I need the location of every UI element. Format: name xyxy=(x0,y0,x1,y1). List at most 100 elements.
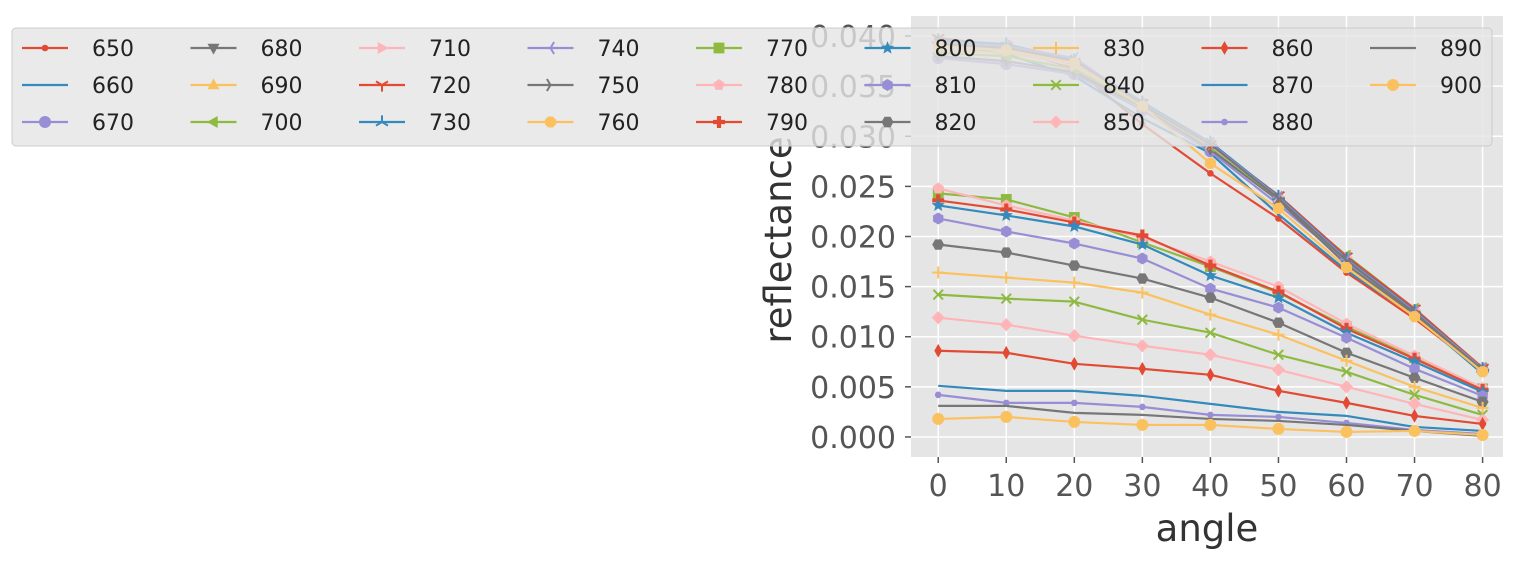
legend-label: 760 xyxy=(598,111,640,136)
legend-entry: 780 xyxy=(696,74,808,99)
legend-entry: 900 xyxy=(1370,74,1482,99)
data-point xyxy=(1000,410,1013,423)
data-point xyxy=(1408,424,1421,437)
data-point xyxy=(1272,317,1285,328)
data-point xyxy=(207,78,220,90)
y-axis-label: reflectance xyxy=(757,136,800,343)
data-point xyxy=(934,391,942,399)
data-point xyxy=(1049,115,1063,129)
legend-label: 680 xyxy=(261,37,303,62)
data-point xyxy=(1277,213,1280,216)
series-840 xyxy=(932,289,1489,421)
legend-label: 700 xyxy=(261,111,303,136)
data-point xyxy=(1408,372,1421,384)
data-point xyxy=(1068,415,1081,428)
data-point xyxy=(999,208,1013,222)
legend-entry: 730 xyxy=(359,111,471,136)
data-point xyxy=(933,212,944,225)
data-point xyxy=(1272,349,1284,361)
data-point xyxy=(1273,301,1284,314)
data-point xyxy=(1341,331,1352,344)
data-point xyxy=(546,84,552,92)
series-830 xyxy=(932,266,1489,414)
series-line xyxy=(938,404,1483,438)
legend-label: 860 xyxy=(1272,37,1314,62)
data-point xyxy=(1070,356,1079,371)
x-tick-label: 20 xyxy=(1055,469,1093,504)
legend-entry: 840 xyxy=(1033,74,1145,99)
legend-label: 770 xyxy=(766,37,808,62)
legend-label: 660 xyxy=(92,74,134,99)
legend-label: 840 xyxy=(1103,74,1145,99)
data-point xyxy=(1205,282,1216,295)
data-point xyxy=(44,84,46,86)
data-point xyxy=(882,79,893,91)
legend-label: 720 xyxy=(429,74,471,99)
data-point xyxy=(1342,254,1348,262)
series-860 xyxy=(934,343,1487,431)
data-point xyxy=(713,116,725,128)
legend-entry: 760 xyxy=(527,111,640,136)
series-850 xyxy=(931,311,1490,427)
data-point xyxy=(1476,396,1489,408)
data-point xyxy=(1345,253,1351,261)
data-point xyxy=(1340,262,1353,274)
legend-entry: 800 xyxy=(864,37,977,62)
data-point xyxy=(931,198,945,212)
legend-entry: 670 xyxy=(22,111,134,136)
data-point xyxy=(1204,292,1217,303)
legend-label: 690 xyxy=(261,74,303,99)
data-point xyxy=(1067,219,1081,233)
series-line xyxy=(938,384,1483,433)
data-point xyxy=(1000,293,1012,305)
legend-label: 900 xyxy=(1440,74,1482,99)
legend-entry: 790 xyxy=(696,111,808,136)
data-point xyxy=(934,343,943,358)
data-point xyxy=(1050,79,1062,91)
x-tick-label: 60 xyxy=(1327,469,1365,504)
data-point xyxy=(1203,348,1218,362)
data-point xyxy=(1068,296,1080,308)
data-point xyxy=(1001,225,1012,238)
data-point xyxy=(1409,362,1420,375)
data-point xyxy=(1274,383,1283,398)
data-point xyxy=(1067,329,1081,343)
data-point xyxy=(1271,363,1286,377)
data-point xyxy=(1207,170,1214,177)
legend: 650 660 670 680 690 700 710 720 730 740 750 760 770 7… xyxy=(11,27,1493,147)
data-point xyxy=(1272,202,1284,214)
y-tick-label: 0.015 xyxy=(810,271,896,306)
data-point xyxy=(1407,354,1422,368)
data-point xyxy=(931,311,945,325)
data-point xyxy=(1339,380,1354,394)
data-point xyxy=(1273,191,1280,199)
data-point xyxy=(713,42,725,54)
data-point xyxy=(549,41,555,49)
data-point xyxy=(1204,418,1217,431)
x-axis-label: angle xyxy=(1156,507,1259,550)
legend-entry: 870 xyxy=(1201,74,1314,99)
legend-entry: 680 xyxy=(190,37,303,62)
legend-label: 830 xyxy=(1103,37,1145,62)
data-point xyxy=(1002,399,1010,407)
data-point xyxy=(1387,79,1399,91)
legend-entry: 740 xyxy=(527,37,640,62)
legend-label: 740 xyxy=(598,37,640,62)
data-point xyxy=(932,239,945,250)
data-point xyxy=(381,80,389,86)
data-point xyxy=(1275,413,1282,421)
legend-entry: 770 xyxy=(696,37,808,62)
data-point xyxy=(206,116,218,128)
data-point xyxy=(1206,367,1215,382)
series-870 xyxy=(938,384,1483,433)
data-point xyxy=(1138,361,1147,376)
data-point xyxy=(544,116,557,128)
data-point xyxy=(1340,366,1353,378)
x-tick-label: 30 xyxy=(1123,469,1161,504)
data-point xyxy=(1271,290,1286,304)
y-tick-label: 0.010 xyxy=(810,321,896,356)
legend-entry: 810 xyxy=(864,74,977,99)
legend-label: 730 xyxy=(429,111,471,136)
x-tick-label: 10 xyxy=(987,469,1025,504)
